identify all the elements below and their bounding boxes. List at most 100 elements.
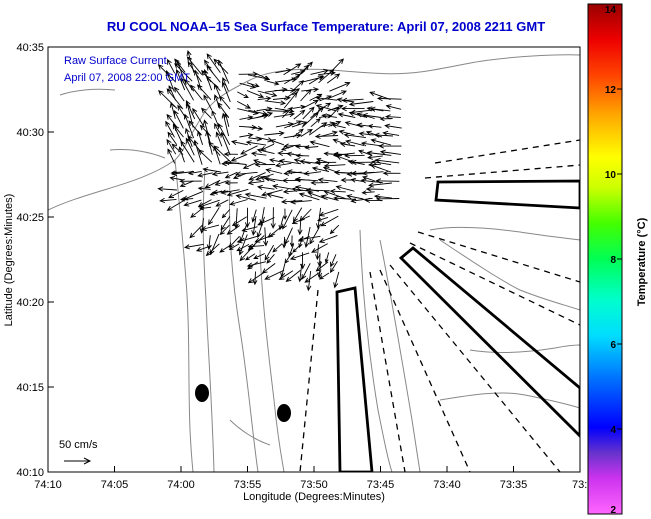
x-tick-label: 73:45 xyxy=(367,479,395,491)
current-vector xyxy=(327,104,344,112)
current-vector xyxy=(361,190,375,195)
current-vector xyxy=(219,244,231,253)
current-vector xyxy=(217,122,231,146)
current-vector xyxy=(274,87,296,93)
current-vector xyxy=(282,208,288,221)
current-vector xyxy=(254,233,276,243)
current-vector xyxy=(292,80,305,91)
current-vector xyxy=(248,172,266,181)
x-tick-label: 74:00 xyxy=(167,479,195,491)
current-vector xyxy=(166,88,184,110)
current-vector xyxy=(298,192,320,201)
current-vector xyxy=(302,106,315,120)
current-vector xyxy=(328,106,340,119)
current-vector xyxy=(231,216,247,227)
current-vector xyxy=(337,112,356,118)
current-vector xyxy=(284,252,293,264)
current-vector xyxy=(309,140,330,148)
current-vector xyxy=(269,139,285,146)
current-vector xyxy=(371,159,392,166)
current-vector xyxy=(166,199,185,211)
current-vector xyxy=(242,161,258,169)
current-vector xyxy=(219,95,231,110)
current-vector xyxy=(264,100,287,106)
current-vector xyxy=(213,94,221,110)
current-vector xyxy=(165,70,175,92)
current-vector xyxy=(214,122,222,137)
current-vector xyxy=(379,116,393,122)
current-vector xyxy=(330,254,337,268)
current-vector xyxy=(224,171,238,179)
current-vector xyxy=(257,217,275,226)
current-vector xyxy=(299,208,312,222)
current-vector xyxy=(290,199,312,205)
current-vector xyxy=(169,175,184,181)
current-vector xyxy=(367,123,382,129)
current-vector xyxy=(282,236,287,249)
current-vector xyxy=(245,253,256,261)
current-vector xyxy=(339,141,356,147)
current-vector xyxy=(318,208,339,217)
current-vector xyxy=(289,252,310,261)
current-vector xyxy=(165,120,175,138)
current-vector xyxy=(323,163,346,169)
current-vector xyxy=(206,64,221,83)
y-tick-label: 40:25 xyxy=(16,212,44,224)
current-vector xyxy=(204,179,221,189)
current-vector xyxy=(179,180,194,188)
current-vector xyxy=(369,106,391,112)
current-vector xyxy=(195,245,212,252)
current-vector xyxy=(382,170,401,176)
current-vector xyxy=(174,86,185,102)
colorbar xyxy=(587,3,623,515)
current-vector xyxy=(208,141,221,156)
current-vector xyxy=(331,123,346,129)
y-tick-label: 40:30 xyxy=(16,127,44,139)
current-vector xyxy=(255,173,274,181)
current-vector xyxy=(211,171,229,177)
current-vector xyxy=(244,207,251,228)
sector-polygons xyxy=(335,179,580,472)
current-vector xyxy=(208,207,220,226)
current-vector xyxy=(293,64,310,82)
current-vector xyxy=(314,133,339,139)
current-vector xyxy=(245,140,267,146)
current-vector xyxy=(256,216,265,239)
current-vector xyxy=(211,189,229,195)
current-vector xyxy=(265,168,283,174)
current-vector xyxy=(326,73,341,84)
current-vector xyxy=(238,234,248,256)
x-tick-label: 74:10 xyxy=(34,479,62,491)
current-vector xyxy=(295,153,310,159)
current-vector xyxy=(197,186,211,191)
current-vector xyxy=(376,95,402,102)
legend-line-1: Raw Surface Current xyxy=(64,55,167,67)
current-vector xyxy=(267,225,283,238)
current-vector xyxy=(318,272,330,280)
colorbar-tick-label: 4 xyxy=(610,425,616,436)
current-vector xyxy=(197,172,213,178)
x-tick-label: 73:35 xyxy=(500,479,528,491)
current-vector xyxy=(341,106,365,112)
current-vector xyxy=(289,235,294,248)
current-vector xyxy=(259,175,276,183)
current-vector xyxy=(350,177,365,183)
current-vector xyxy=(310,68,329,75)
current-vector xyxy=(315,244,321,261)
current-vector xyxy=(220,216,231,231)
current-vector xyxy=(298,235,321,242)
current-vector xyxy=(373,132,394,138)
current-vector xyxy=(346,194,364,200)
current-vector xyxy=(224,180,238,186)
y-axis: 40:35 40:30 40:25 40:20 40:15 40:10 xyxy=(16,42,54,479)
current-vector xyxy=(321,113,337,119)
current-vector xyxy=(283,63,302,76)
current-vector xyxy=(228,235,240,249)
current-vector xyxy=(192,107,205,127)
current-vector xyxy=(272,243,283,253)
current-vector xyxy=(247,243,265,249)
current-vector xyxy=(374,157,400,164)
current-vectors xyxy=(157,49,402,292)
current-vector xyxy=(239,132,254,138)
current-vector xyxy=(306,270,312,292)
